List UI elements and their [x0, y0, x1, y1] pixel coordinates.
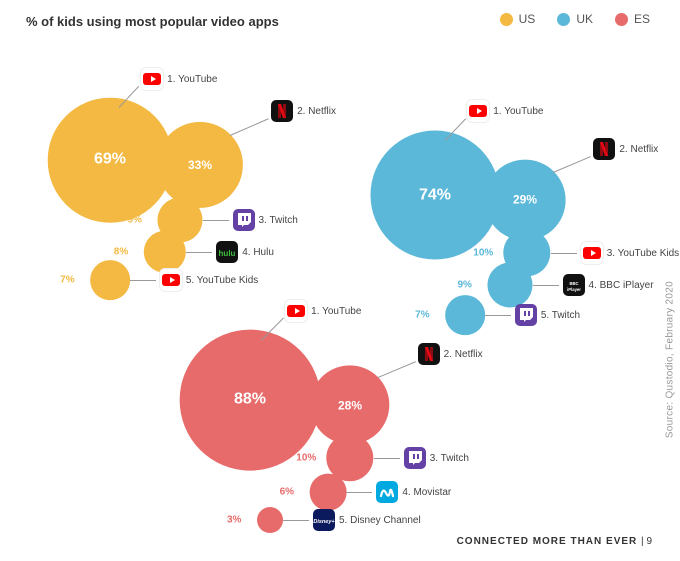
svg-text:BBC: BBC: [569, 281, 578, 286]
leader-line: [551, 253, 577, 254]
bubble-uk-1: 74%: [370, 130, 499, 259]
pct-label: 9%: [458, 280, 472, 291]
leader-line: [203, 220, 229, 221]
bubble-es-1: 88%: [180, 330, 321, 471]
app-label: 4. Movistar: [402, 487, 451, 498]
leader-line: [553, 156, 591, 173]
leader-line: [374, 458, 400, 459]
app-label: 2. Netflix: [619, 144, 658, 155]
leader-line: [533, 285, 559, 286]
footer-text: CONNECTED MORE THAN EVER: [457, 536, 638, 547]
app-label: 3. YouTube Kids: [607, 248, 679, 259]
pct-label: 3%: [227, 515, 241, 526]
pct-label: 9%: [128, 215, 142, 226]
app-label: 5. Twitch: [541, 310, 580, 321]
youtube-icon: [285, 300, 307, 322]
legend-label: ES: [634, 12, 650, 26]
source-text: Source: Qustodio, February 2020: [665, 281, 676, 438]
twitch-icon: [515, 304, 537, 326]
disney-icon: Disney+: [313, 509, 335, 531]
app-label: 4. Hulu: [242, 247, 274, 258]
svg-text:Disney+: Disney+: [313, 519, 335, 525]
app-label: 3. Twitch: [430, 453, 469, 464]
legend-item-uk: UK: [557, 12, 593, 26]
youtube-icon: [141, 68, 163, 90]
bubble-us-4: [144, 231, 186, 273]
bubble-es-5: [257, 507, 283, 533]
app-label: 1. YouTube: [311, 306, 361, 317]
app-label: 2. Netflix: [444, 349, 483, 360]
leader-line: [186, 252, 212, 253]
netflix-icon: [271, 100, 293, 122]
footer-page: 9: [646, 536, 652, 547]
bbc-iplayer-icon: BBCiPlayer: [563, 274, 585, 296]
app-label: 4. BBC iPlayer: [589, 280, 654, 291]
chart-title: % of kids using most popular video apps: [26, 14, 279, 29]
app-label: 5. YouTube Kids: [186, 275, 258, 286]
pct-label: 8%: [114, 247, 128, 258]
bubble-uk-5: [445, 295, 485, 335]
legend-swatch: [500, 13, 513, 26]
legend-swatch: [615, 13, 628, 26]
bubble-es-4: [310, 474, 347, 511]
pct-label: 7%: [415, 310, 429, 321]
leader-line: [130, 280, 156, 281]
pct-label: 10%: [296, 453, 316, 464]
bubble-uk-4: [488, 263, 533, 308]
youtube-kids-icon: [160, 269, 182, 291]
youtube-kids-icon: [581, 242, 603, 264]
bubble-us-5: [90, 260, 130, 300]
twitch-icon: [233, 209, 255, 231]
netflix-icon: [593, 138, 615, 160]
legend-label: US: [519, 12, 536, 26]
bubble-us-1: 69%: [48, 98, 173, 223]
app-label: 1. YouTube: [493, 106, 543, 117]
netflix-icon: [418, 343, 440, 365]
leader-line: [346, 492, 372, 493]
legend-item-us: US: [500, 12, 536, 26]
hulu-icon: hulu: [216, 241, 238, 263]
leader-line: [283, 520, 309, 521]
app-label: 5. Disney Channel: [339, 515, 421, 526]
legend-swatch: [557, 13, 570, 26]
chart-canvas: % of kids using most popular video apps …: [0, 0, 680, 561]
pct-label: 6%: [280, 487, 294, 498]
legend-item-es: ES: [615, 12, 650, 26]
legend: US UK ES: [500, 12, 650, 26]
legend-label: UK: [576, 12, 593, 26]
leader-line: [230, 118, 269, 136]
app-label: 1. YouTube: [167, 74, 217, 85]
svg-text:hulu: hulu: [219, 249, 236, 258]
footer: CONNECTED MORE THAN EVER | 9: [457, 536, 652, 547]
twitch-icon: [404, 447, 426, 469]
pct-label: 10%: [473, 248, 493, 259]
app-label: 3. Twitch: [259, 215, 298, 226]
leader-line: [485, 315, 511, 316]
movistar-icon: [376, 481, 398, 503]
svg-text:iPlayer: iPlayer: [567, 287, 581, 292]
app-label: 2. Netflix: [297, 106, 336, 117]
pct-label: 7%: [60, 275, 74, 286]
youtube-icon: [467, 100, 489, 122]
leader-line: [378, 361, 416, 378]
